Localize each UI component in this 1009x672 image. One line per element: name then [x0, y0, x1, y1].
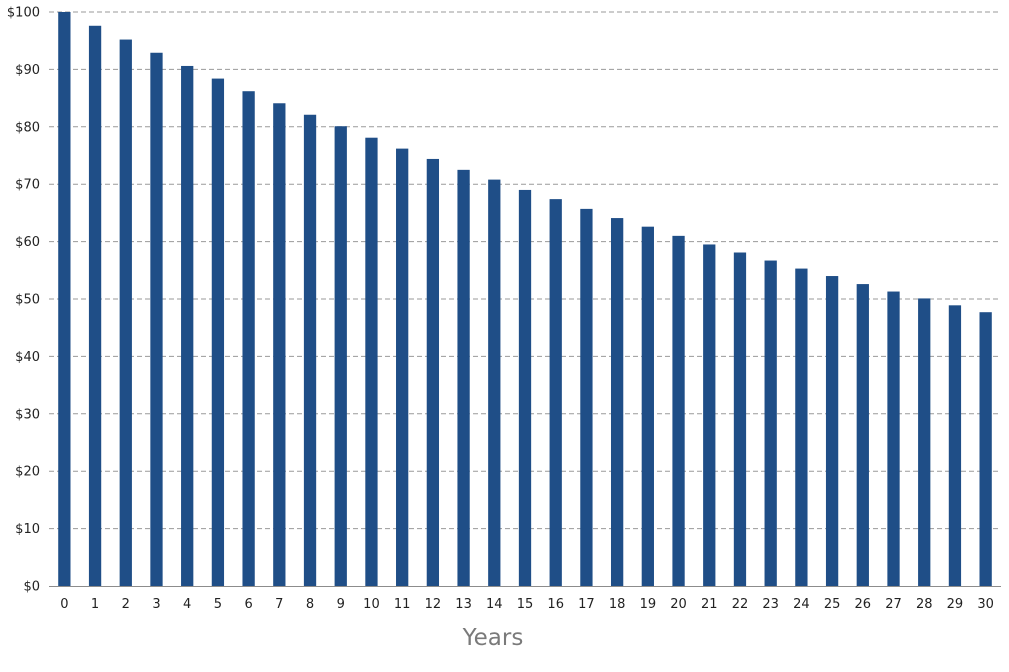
y-tick-label: $80: [15, 120, 40, 135]
x-tick-label: 24: [793, 597, 810, 612]
x-tick-label: 26: [855, 597, 872, 612]
bar: [181, 65, 194, 587]
bar: [150, 52, 163, 586]
bar: [88, 25, 102, 586]
bars: [58, 12, 992, 587]
x-tick-label: 2: [122, 597, 130, 612]
x-tick-label: 6: [244, 597, 252, 612]
bar: [856, 284, 869, 586]
x-tick-label: 11: [394, 597, 411, 612]
bar: [365, 137, 378, 586]
x-tick-label: 1: [91, 597, 99, 612]
x-tick-label: 9: [337, 597, 345, 612]
y-tick-label: $100: [7, 6, 40, 21]
y-tick-label: $40: [15, 350, 40, 365]
bar: [580, 208, 593, 586]
x-tick-label: 27: [885, 597, 902, 612]
x-tick-label: 3: [152, 597, 160, 612]
x-tick-label: 21: [701, 597, 718, 612]
x-tick-label: 18: [609, 597, 626, 612]
x-tick-label: 7: [275, 597, 283, 612]
x-tick-label: 0: [60, 597, 68, 612]
y-tick-label: $30: [15, 407, 40, 422]
x-tick-label: 12: [425, 597, 442, 612]
x-tick-label: 14: [486, 597, 503, 612]
x-tick-label: 29: [947, 597, 964, 612]
x-tick-label: 16: [547, 597, 564, 612]
x-tick-label: 19: [640, 597, 657, 612]
y-tick-label: $60: [15, 235, 40, 250]
x-tick-label: 17: [578, 597, 595, 612]
bar: [979, 312, 992, 586]
bar: [396, 148, 409, 586]
bar: [918, 298, 931, 586]
y-tick-labels: $0 $10 $20 $30 $40 $50 $60 $70 $80 $90 $100: [7, 6, 40, 595]
x-tick-label: 25: [824, 597, 841, 612]
bar: [795, 268, 808, 586]
y-tick-label: $10: [15, 522, 40, 537]
bar: [119, 39, 132, 586]
bar: [58, 12, 71, 586]
bar: [303, 114, 317, 586]
y-tick-label: $70: [15, 178, 40, 193]
bar: [426, 158, 440, 586]
x-tick-label: 22: [732, 597, 749, 612]
bar: [703, 244, 716, 586]
x-tick-labels: 0 1 2 3 4 5 6 7 8 9 10 11 12 13 14 15 16 17 18 19 20 21 22 23 24…: [60, 597, 994, 612]
x-tick-label: 5: [214, 597, 222, 612]
x-tick-label: 8: [306, 597, 314, 612]
x-axis-title: Years: [462, 625, 524, 651]
bar: [273, 103, 286, 587]
bar: [518, 189, 532, 586]
bar: [825, 276, 839, 586]
bar: [334, 126, 347, 586]
x-tick-label: 20: [670, 597, 687, 612]
y-tick-label: $20: [15, 465, 40, 480]
bar: [610, 218, 624, 587]
bar: [641, 226, 654, 586]
y-tick-label: $0: [23, 580, 40, 595]
x-tick-label: 15: [517, 597, 534, 612]
x-tick-label: 13: [455, 597, 472, 612]
x-tick-label: 4: [183, 597, 191, 612]
bar: [488, 179, 501, 586]
x-tick-label: 28: [916, 597, 933, 612]
x-tick-label: 10: [363, 597, 380, 612]
x-tick-label: 30: [977, 597, 994, 612]
bar: [672, 235, 685, 587]
bar: [242, 91, 255, 586]
y-tick-label: $90: [15, 63, 40, 78]
bar: [211, 78, 225, 587]
bar: [733, 252, 747, 587]
bar: [948, 305, 962, 586]
bar: [549, 199, 562, 586]
x-tick-label: 23: [762, 597, 779, 612]
bar: [764, 260, 777, 586]
y-tick-label: $50: [15, 293, 40, 308]
bar: [457, 169, 470, 586]
bar: [887, 291, 900, 586]
